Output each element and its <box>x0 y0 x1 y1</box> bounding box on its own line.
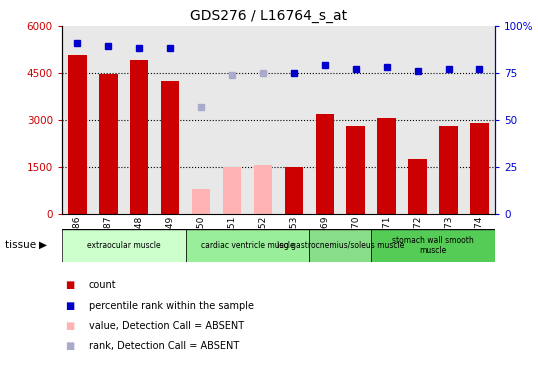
Text: ■: ■ <box>65 321 75 331</box>
Bar <box>285 167 303 214</box>
Bar <box>254 165 272 214</box>
Text: ■: ■ <box>65 300 75 311</box>
Text: extraocular muscle: extraocular muscle <box>87 241 160 250</box>
Bar <box>161 81 180 214</box>
Bar <box>371 229 495 262</box>
Bar <box>68 56 87 214</box>
Text: stomach wall smooth
muscle: stomach wall smooth muscle <box>392 235 474 255</box>
Bar <box>439 126 458 214</box>
Bar <box>130 60 148 214</box>
Text: value, Detection Call = ABSENT: value, Detection Call = ABSENT <box>89 321 244 331</box>
Bar <box>223 167 241 214</box>
Text: leg gastrocnemius/soleus muscle: leg gastrocnemius/soleus muscle <box>277 241 404 250</box>
Bar <box>408 159 427 214</box>
Bar <box>186 229 309 262</box>
Text: ■: ■ <box>65 280 75 291</box>
Bar <box>315 113 334 214</box>
Bar <box>62 229 186 262</box>
Bar <box>378 118 396 214</box>
Text: cardiac ventricle muscle: cardiac ventricle muscle <box>201 241 294 250</box>
Bar <box>470 123 489 214</box>
Text: percentile rank within the sample: percentile rank within the sample <box>89 300 254 311</box>
Text: GDS276 / L16764_s_at: GDS276 / L16764_s_at <box>190 9 348 23</box>
Bar <box>192 189 210 214</box>
Text: tissue: tissue <box>5 240 40 250</box>
Text: ▶: ▶ <box>39 240 47 250</box>
Bar <box>99 74 117 214</box>
Bar <box>309 229 371 262</box>
Bar <box>346 126 365 214</box>
Text: count: count <box>89 280 116 291</box>
Text: rank, Detection Call = ABSENT: rank, Detection Call = ABSENT <box>89 341 239 351</box>
Text: ■: ■ <box>65 341 75 351</box>
